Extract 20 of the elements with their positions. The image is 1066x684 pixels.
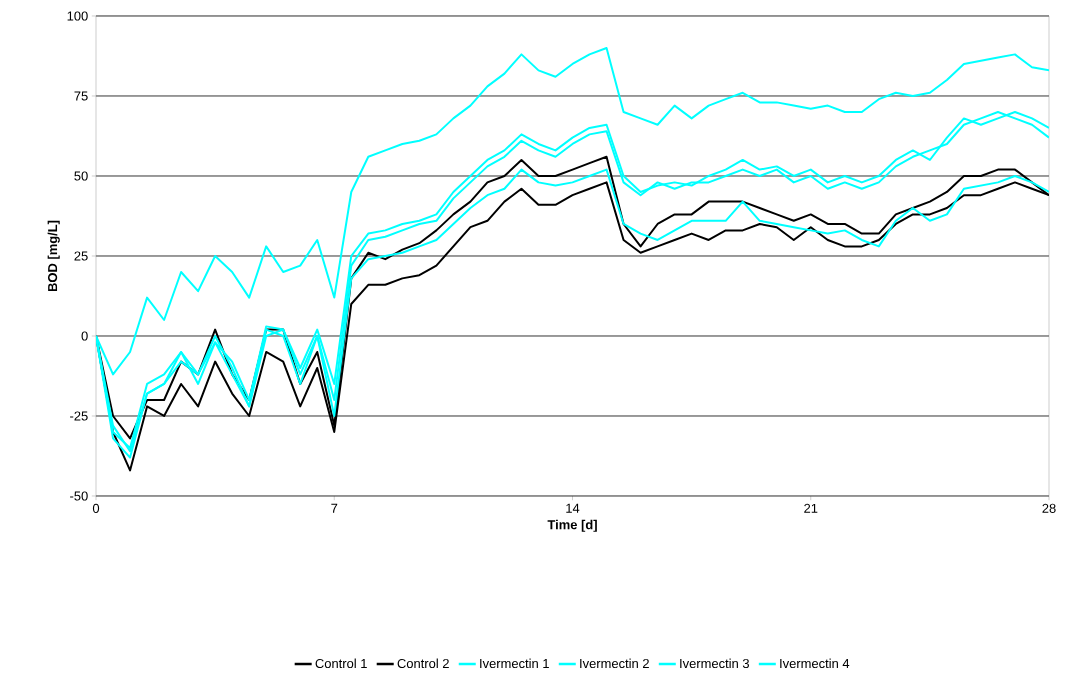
- legend-label: Ivermectin 2: [580, 658, 649, 669]
- y-tick-label: 100: [67, 11, 88, 21]
- x-tick-label: 14: [566, 503, 580, 513]
- y-tick-label: 50: [74, 171, 88, 181]
- y-tick-label: 75: [74, 91, 88, 101]
- x-axis-title: Time [d]: [547, 519, 597, 532]
- x-tick-label: 0: [92, 503, 100, 513]
- legend-label: Ivermectin 3: [680, 658, 749, 669]
- x-tick-label: 7: [331, 503, 338, 513]
- y-axis-title: BOD [mg/L]: [47, 220, 60, 292]
- y-tick-label: 0: [81, 331, 88, 341]
- legend-label: Control 2: [397, 658, 449, 669]
- y-tick-label: -50: [70, 491, 88, 501]
- legend-label: Ivermectin 1: [480, 658, 549, 669]
- x-tick-label: 21: [804, 503, 818, 513]
- legend-label: Control 1: [315, 658, 367, 669]
- legend-label: Ivermectin 4: [780, 658, 850, 669]
- y-tick-label: -25: [70, 411, 88, 421]
- x-tick-label: 28: [1042, 503, 1056, 513]
- y-tick-label: 25: [74, 251, 88, 261]
